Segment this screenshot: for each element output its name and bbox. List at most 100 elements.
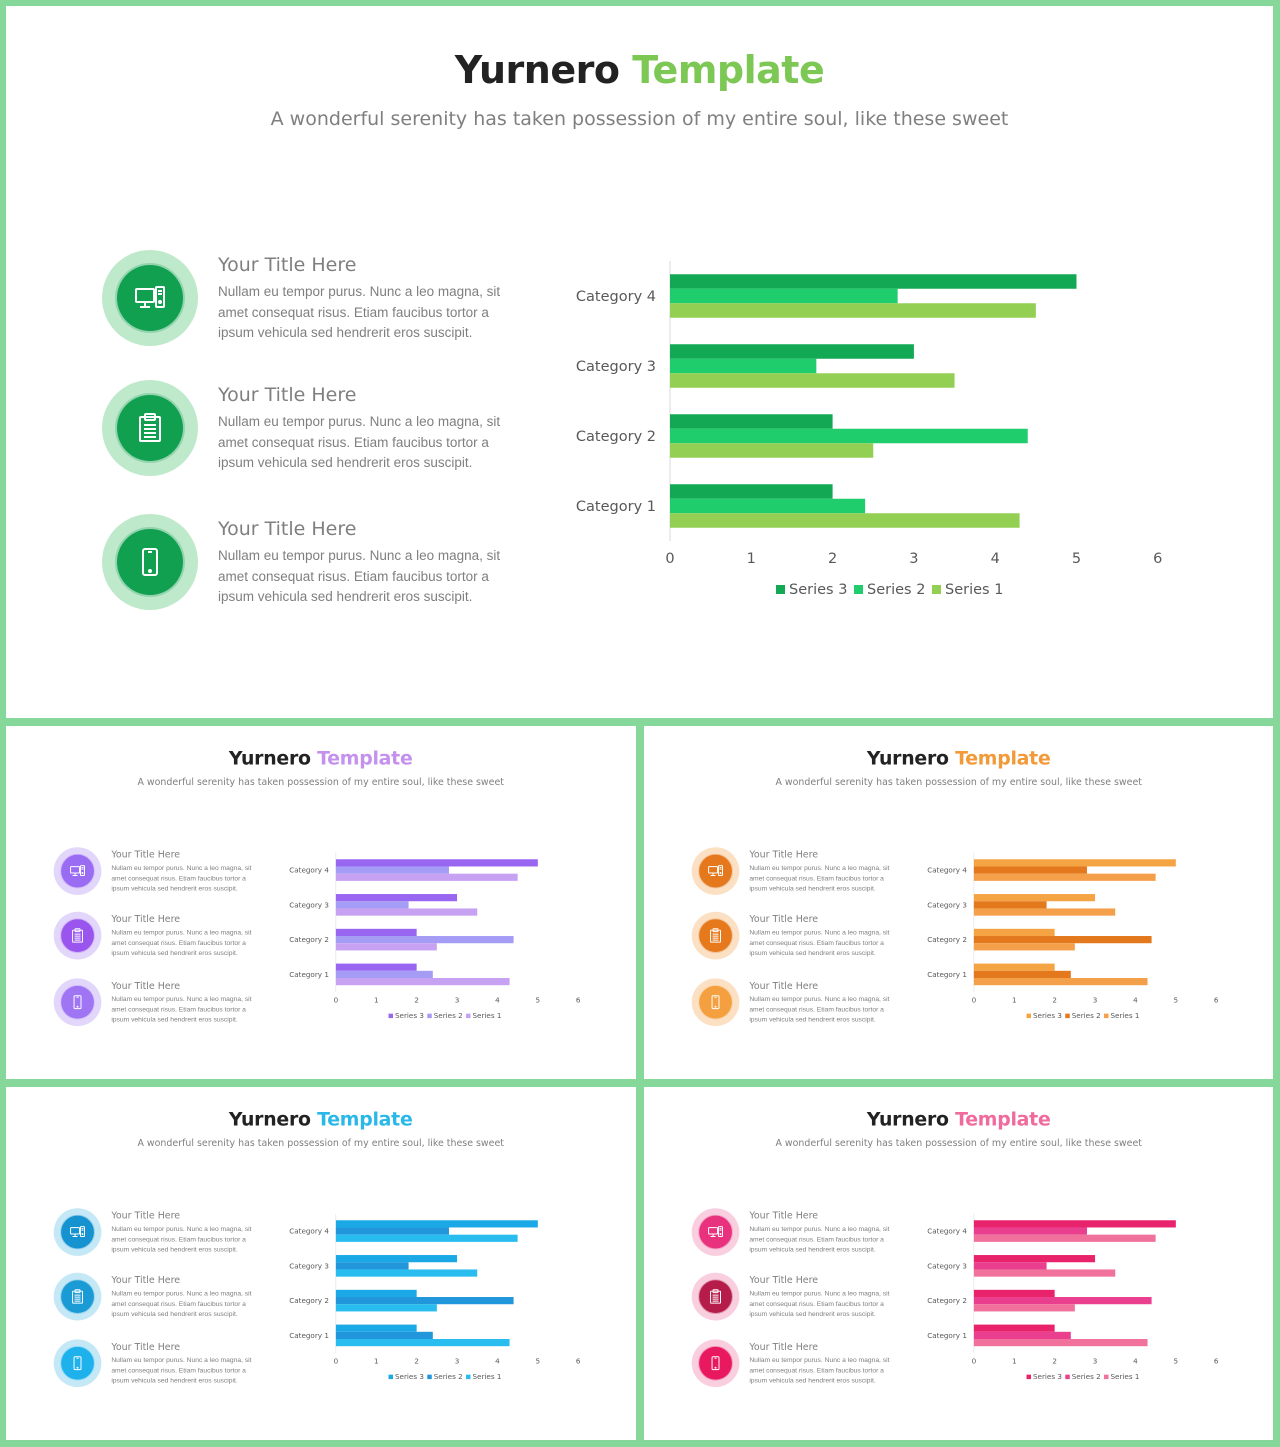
feature-item: Your Title Here Nullam eu tempor purus. N…	[53, 911, 273, 962]
bar-series-1	[973, 943, 1075, 951]
icon-badge	[691, 911, 740, 960]
icon-badge	[102, 514, 198, 610]
legend-label: Series 3	[395, 1011, 424, 1020]
feature-text: Nullam eu tempor purus. Nunc a leo magna…	[749, 995, 890, 1024]
feature-title: Your Title Here	[218, 384, 357, 406]
feature-title: Your Title Here	[111, 980, 181, 992]
bar-series-3	[973, 963, 1055, 971]
legend-label: Series 3	[1033, 1372, 1062, 1381]
x-tick-label: 6	[1153, 551, 1162, 567]
icon-badge	[53, 911, 102, 960]
slide-purple: Yurnero Template A wonderful serenity has…	[6, 726, 636, 1079]
feature-text: Nullam eu tempor purus. Nunc a leo magna…	[749, 1289, 890, 1318]
bar-series-1	[670, 443, 874, 458]
feature-item: Your Title Here Nullam eu tempor purus. N…	[691, 1208, 911, 1258]
bar-series-3	[973, 1255, 1096, 1263]
feature-title: Your Title Here	[749, 913, 819, 925]
x-tick-label: 1	[1012, 996, 1017, 1005]
x-tick-label: 5	[1072, 551, 1081, 567]
slide-subtitle: A wonderful serenity has taken possessio…	[775, 776, 1142, 788]
feature-item: Your Title Here Nullam eu tempor purus. N…	[53, 978, 273, 1028]
bar-series-3	[973, 1220, 1176, 1228]
x-tick-label: 4	[495, 1357, 500, 1366]
feature-title: Your Title Here	[749, 1341, 819, 1353]
bar-series-1	[335, 873, 518, 881]
slide-pink: Yurnero Template A wonderful serenity has…	[644, 1087, 1273, 1440]
clipboard-icon	[60, 918, 95, 954]
feature-item: Your Title Here Nullam eu tempor purus. N…	[102, 514, 542, 614]
icon-badge	[53, 1272, 102, 1321]
x-tick-label: 1	[747, 551, 756, 567]
legend-swatch	[854, 585, 863, 594]
legend-swatch	[1065, 1374, 1070, 1380]
bar-series-1	[335, 978, 510, 986]
feature-title: Your Title Here	[749, 1210, 819, 1222]
bar-series-2	[973, 936, 1152, 944]
bar-series-2	[973, 1297, 1152, 1305]
feature-text: Nullam eu tempor purus. Nunc a leo magna…	[749, 1356, 890, 1385]
title-accent-word: Template	[317, 1107, 413, 1130]
feature-item: Your Title Here Nullam eu tempor purus. N…	[53, 1208, 273, 1258]
legend-label: Series 1	[1110, 1011, 1139, 1020]
feature-item: Your Title Here Nullam eu tempor purus. N…	[691, 978, 911, 1028]
icon-badge	[691, 1272, 740, 1321]
bar-series-1	[973, 1234, 1156, 1242]
feature-text: Nullam eu tempor purus. Nunc a leo magna…	[218, 284, 501, 340]
feature-title: Your Title Here	[749, 1274, 819, 1286]
feature-text: Nullam eu tempor purus. Nunc a leo magna…	[111, 1356, 252, 1385]
legend-label: Series 2	[1072, 1011, 1101, 1020]
feature-item: Your Title Here Nullam eu tempor purus. N…	[102, 380, 542, 480]
x-tick-label: 0	[972, 1357, 977, 1366]
bar-series-2	[335, 1297, 514, 1305]
bar-series-2	[973, 866, 1087, 874]
x-tick-label: 6	[1214, 996, 1219, 1005]
feature-title: Your Title Here	[111, 913, 181, 925]
feature-item: Your Title Here Nullam eu tempor purus. N…	[691, 1272, 911, 1323]
bar-series-2	[335, 1331, 433, 1340]
clipboard-icon	[698, 918, 733, 954]
legend-label: Series 2	[434, 1011, 463, 1020]
feature-text: Nullam eu tempor purus. Nunc a leo magna…	[111, 1225, 252, 1253]
bar-series-1	[335, 908, 478, 916]
legend-label: Series 1	[472, 1011, 501, 1020]
x-tick-label: 5	[536, 1357, 541, 1366]
feature-title: Your Title Here	[749, 849, 819, 861]
feature-title: Your Title Here	[218, 518, 357, 540]
feature-text: Nullam eu tempor purus. Nunc a leo magna…	[218, 414, 501, 470]
bar-series-2	[335, 970, 433, 979]
x-tick-label: 0	[665, 551, 674, 567]
legend-swatch	[427, 1013, 432, 1019]
category-label: Category 4	[927, 1227, 967, 1236]
icon-badge	[53, 1339, 102, 1388]
legend-swatch	[427, 1374, 432, 1380]
feature-title: Your Title Here	[749, 980, 819, 992]
legend-swatch	[1026, 1013, 1032, 1019]
slide-subtitle: A wonderful serenity has taken possessio…	[270, 108, 1009, 130]
legend-swatch	[388, 1374, 394, 1380]
smartphone-icon	[698, 1345, 733, 1381]
slide-subtitle: A wonderful serenity has taken possessio…	[775, 1137, 1142, 1149]
bar-series-1	[670, 303, 1036, 318]
smartphone-icon	[115, 527, 185, 597]
x-tick-label: 6	[576, 996, 581, 1005]
legend-swatch	[1065, 1013, 1070, 1019]
category-label: Category 3	[927, 900, 967, 909]
icon-badge	[53, 1208, 102, 1256]
slide-subtitle: A wonderful serenity has taken possessio…	[137, 1137, 504, 1149]
category-label: Category 3	[289, 1261, 329, 1270]
bar-series-2	[973, 901, 1047, 909]
bar-series-1	[973, 1339, 1148, 1347]
title-accent-word: Template	[317, 746, 413, 769]
feature-text: Nullam eu tempor purus. Nunc a leo magna…	[218, 548, 501, 604]
title-dark-word: Yurnero	[228, 746, 311, 769]
smartphone-icon	[60, 1345, 95, 1381]
bar-series-1	[973, 1304, 1075, 1312]
bar-series-3	[335, 894, 458, 902]
slide-title: Yurnero Template	[6, 1108, 635, 1130]
bar-series-1	[335, 1269, 478, 1277]
feature-text: Nullam eu tempor purus. Nunc a leo magna…	[749, 928, 890, 957]
x-tick-label: 1	[374, 1357, 379, 1366]
bar-series-2	[670, 358, 817, 374]
bar-series-2	[973, 1262, 1047, 1270]
bar-series-1	[335, 1234, 518, 1242]
